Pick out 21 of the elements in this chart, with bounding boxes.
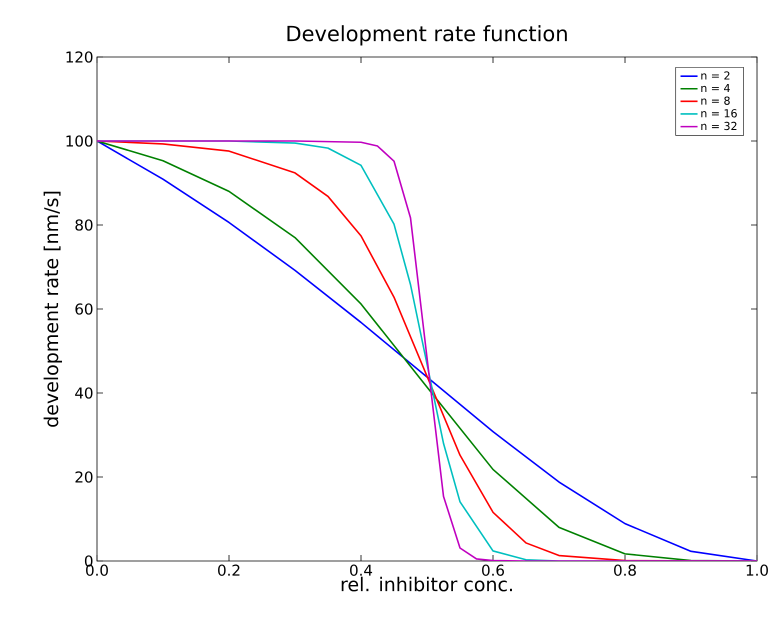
x-tick-label: 0.0 bbox=[86, 564, 108, 576]
legend-label: n = 2 bbox=[701, 71, 730, 80]
y-tick-label: 80 bbox=[75, 219, 92, 231]
y-tick-label: 40 bbox=[75, 387, 92, 399]
x-tick-label: 0.2 bbox=[218, 564, 240, 576]
chart-title: Development rate function bbox=[287, 25, 567, 46]
y-tick-label: 120 bbox=[66, 51, 92, 63]
legend-label: n = 4 bbox=[701, 84, 730, 92]
y-tick-label: 100 bbox=[66, 135, 92, 147]
y-tick-label: 60 bbox=[75, 303, 92, 315]
legend-label: n = 32 bbox=[701, 122, 736, 130]
y-tick-label: 20 bbox=[75, 471, 92, 483]
y-axis-title: development rate [nm/s] bbox=[44, 192, 62, 427]
legend-label: n = 16 bbox=[701, 109, 737, 118]
x-tick-label: 0.4 bbox=[350, 564, 372, 576]
x-axis-title: rel. inhibitor conc. bbox=[342, 576, 512, 592]
x-tick-label: 0.8 bbox=[614, 564, 636, 576]
line-series bbox=[97, 140, 758, 561]
legend-label: n = 8 bbox=[701, 96, 730, 105]
x-tick-label: 0.6 bbox=[482, 564, 504, 576]
x-tick-label: 1.0 bbox=[746, 564, 768, 576]
